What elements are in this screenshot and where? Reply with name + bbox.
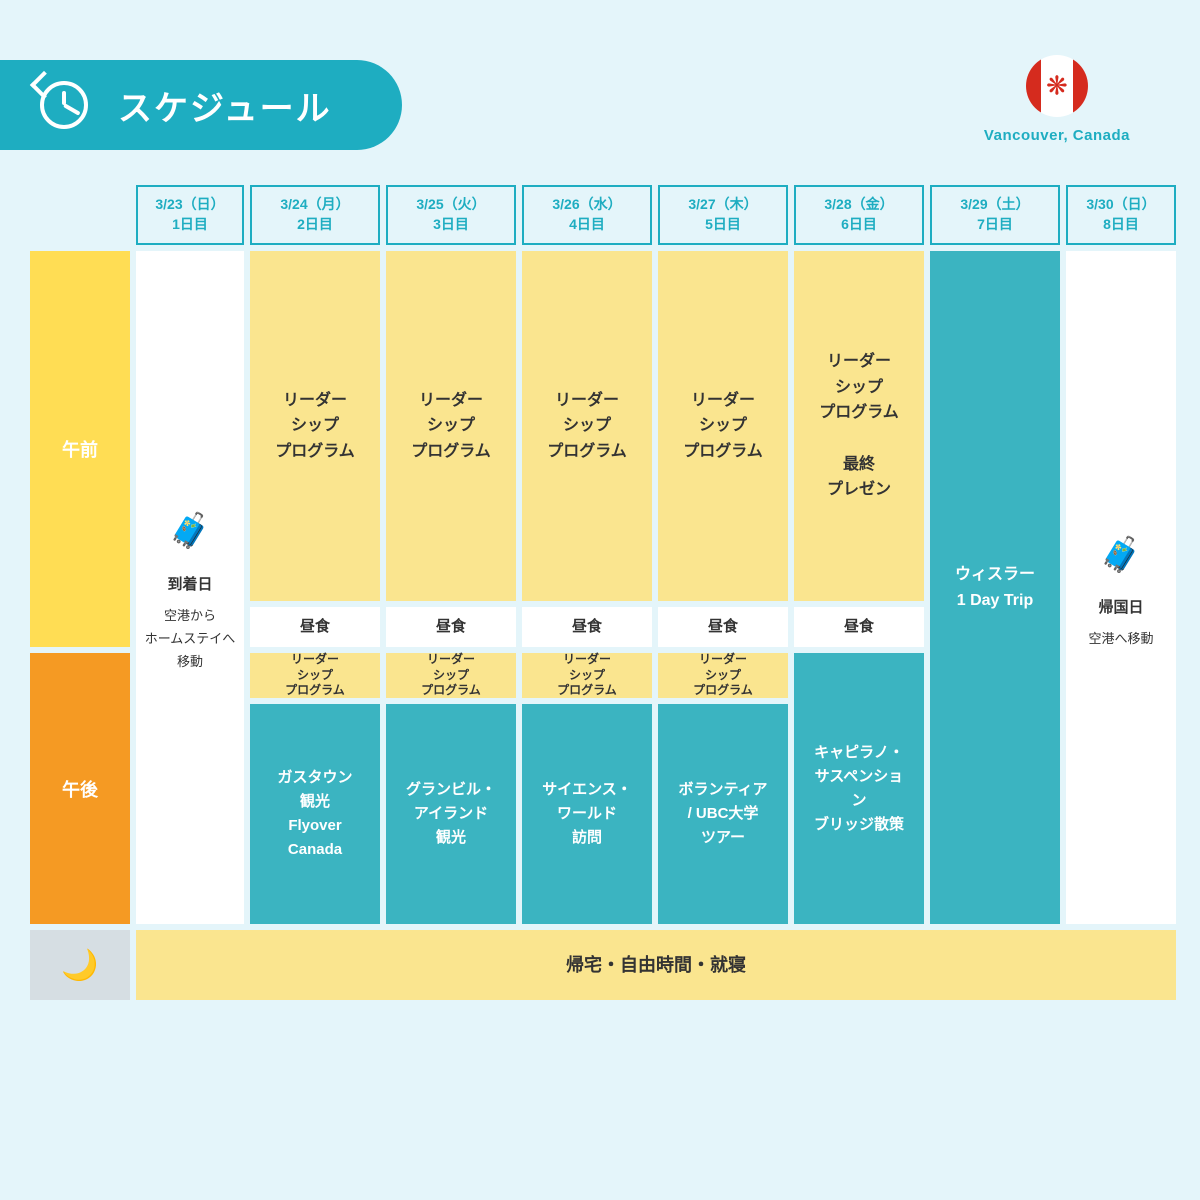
day-num: 4日目	[569, 215, 605, 235]
day-date: 3/26（水）	[552, 195, 621, 215]
clock-icon	[40, 81, 88, 129]
night-row: 帰宅・自由時間・就寝	[136, 930, 1176, 1000]
morning-program-d3: リーダー シップ プログラム	[386, 251, 516, 601]
day-num: 7日目	[977, 215, 1013, 235]
day-header-5: 3/27（木） 5日目	[658, 185, 788, 245]
spacer	[30, 185, 130, 245]
lunch-d2: 昼食	[250, 607, 380, 647]
activity-d5: ボランティア / UBC大学 ツアー	[658, 704, 788, 924]
day-num: 6日目	[841, 215, 877, 235]
lunch-d3: 昼食	[386, 607, 516, 647]
whistler-trip: ウィスラー 1 Day Trip	[930, 251, 1060, 924]
departure-title: 帰国日	[1098, 594, 1143, 621]
day-header-2: 3/24（月） 2日目	[250, 185, 380, 245]
arrival-sub: 空港から ホームステイへ 移動	[145, 604, 236, 674]
departure-sub: 空港へ移動	[1088, 627, 1153, 650]
luggage-icon: 🧳	[169, 501, 211, 562]
day-num: 2日目	[297, 215, 333, 235]
morning-program-d5: リーダー シップ プログラム	[658, 251, 788, 601]
day-header-6: 3/28（金） 6日目	[794, 185, 924, 245]
day-header-1: 3/23（日） 1日目	[136, 185, 244, 245]
lunch-d5: 昼食	[658, 607, 788, 647]
day-date: 3/25（火）	[416, 195, 485, 215]
pm-program-d5: リーダー シップ プログラム	[658, 653, 788, 698]
day-num: 3日目	[433, 215, 469, 235]
day-date: 3/24（月）	[280, 195, 349, 215]
morning-label: 午前	[30, 251, 130, 647]
day-date: 3/23（日）	[155, 195, 224, 215]
activity-d4: サイエンス・ ワールド 訪問	[522, 704, 652, 924]
canada-flag: ❋ Vancouver, Canada	[984, 55, 1130, 144]
day-date: 3/28（金）	[824, 195, 893, 215]
lunch-d4: 昼食	[522, 607, 652, 647]
schedule-grid: 3/23（日） 1日目 3/24（月） 2日目 3/25（火） 3日目 3/26…	[30, 185, 1160, 1000]
morning-program-d2: リーダー シップ プログラム	[250, 251, 380, 601]
day-header-7: 3/29（土） 7日目	[930, 185, 1060, 245]
flag-icon: ❋	[1026, 55, 1088, 117]
activity-d6: キャピラノ・ サスペンショ ン ブリッジ散策	[794, 653, 924, 924]
day-date: 3/27（木）	[688, 195, 757, 215]
activity-d3: グランビル・ アイランド 観光	[386, 704, 516, 924]
day-num: 1日目	[172, 215, 208, 235]
departure-block: 🧳 帰国日 空港へ移動	[1066, 251, 1176, 924]
day-date: 3/29（土）	[960, 195, 1029, 215]
day-header-3: 3/25（火） 3日目	[386, 185, 516, 245]
arrival-title: 到着日	[167, 571, 212, 598]
afternoon-label: 午後	[30, 653, 130, 924]
day-header-8: 3/30（日） 8日目	[1066, 185, 1176, 245]
day-header-4: 3/26（水） 4日目	[522, 185, 652, 245]
pm-program-d3: リーダー シップ プログラム	[386, 653, 516, 698]
activity-d2: ガスタウン 観光 Flyover Canada	[250, 704, 380, 924]
pm-program-d2: リーダー シップ プログラム	[250, 653, 380, 698]
morning-program-d6: リーダー シップ プログラム 最終 プレゼン	[794, 251, 924, 601]
lunch-d6: 昼食	[794, 607, 924, 647]
day-num: 8日目	[1103, 215, 1139, 235]
day-num: 5日目	[705, 215, 741, 235]
luggage-icon: 🧳	[1100, 525, 1142, 586]
day-date: 3/30（日）	[1086, 195, 1155, 215]
page-title: スケジュール	[118, 81, 332, 130]
flag-label: Vancouver, Canada	[984, 127, 1130, 144]
pm-program-d4: リーダー シップ プログラム	[522, 653, 652, 698]
header-pill: スケジュール	[0, 60, 402, 150]
arrival-block: 🧳 到着日 空港から ホームステイへ 移動	[136, 251, 244, 924]
night-icon: 🌙	[30, 930, 130, 1000]
morning-program-d4: リーダー シップ プログラム	[522, 251, 652, 601]
